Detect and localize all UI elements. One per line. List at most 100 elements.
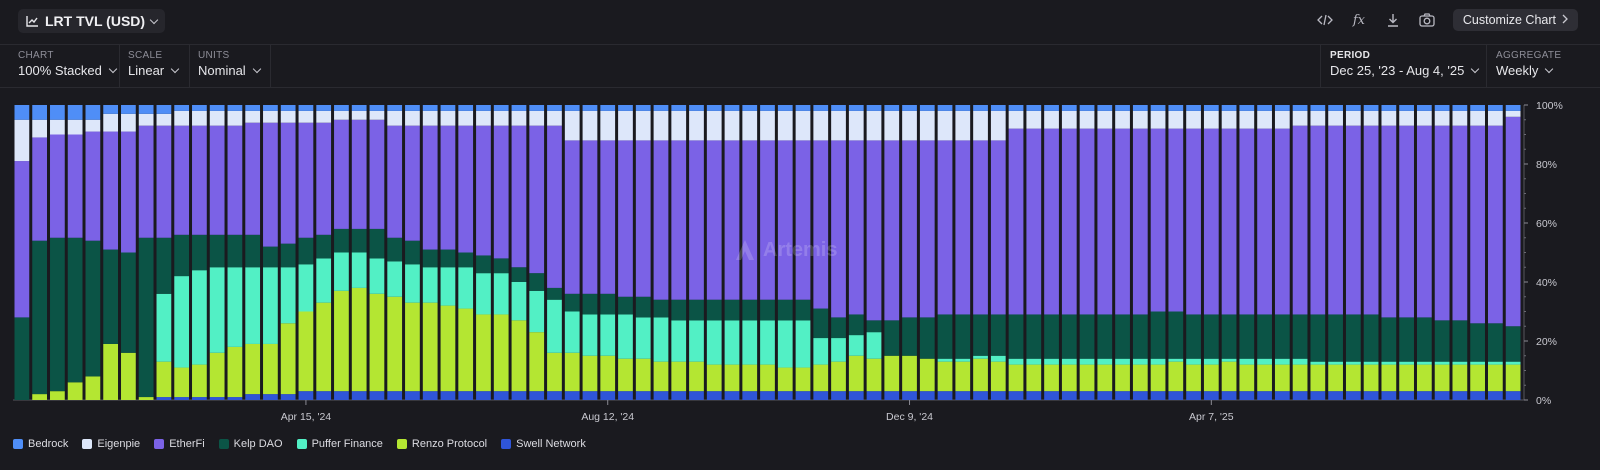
bar-segment-bedrock — [174, 105, 190, 111]
bar-segment-etherfi — [1434, 125, 1450, 321]
legend-swatch — [82, 439, 93, 449]
bar-segment-bedrock — [1381, 105, 1397, 111]
legend-item[interactable]: Bedrock — [13, 438, 68, 450]
y-tick-label: 40% — [1536, 277, 1557, 289]
bar-segment-kelp-dao — [1097, 314, 1113, 359]
bar-segment-etherfi — [955, 140, 971, 315]
legend-item[interactable]: Puffer Finance — [296, 438, 383, 450]
bar-segment-puffer-finance — [582, 314, 598, 356]
bar-segment-swell-network — [245, 394, 261, 400]
bar-segment-eigenpie — [1026, 110, 1042, 129]
bar-segment-renzo-protocol — [227, 346, 243, 398]
bar-segment-etherfi — [440, 125, 456, 250]
download-icon[interactable] — [1385, 12, 1401, 28]
bar-segment-puffer-finance — [1150, 358, 1166, 365]
bar-segment-kelp-dao — [1363, 314, 1379, 362]
formula-icon[interactable]: fx — [1352, 12, 1365, 28]
bar-segment-eigenpie — [706, 110, 722, 141]
bar-segment-bedrock — [529, 105, 545, 111]
aggregate-select[interactable]: AGGREGATE Weekly — [1496, 45, 1561, 87]
bar-segment-bedrock — [316, 105, 332, 111]
chart-title-dropdown[interactable]: LRT TVL (USD) — [18, 9, 166, 33]
bar-segment-swell-network — [777, 391, 793, 400]
legend-item[interactable]: Kelp DAO — [218, 438, 283, 450]
bar-segment-swell-network — [937, 391, 953, 400]
customize-chart-button[interactable]: Customize Chart — [1452, 9, 1578, 31]
bar-segment-bedrock — [1292, 105, 1308, 111]
bar-segment-renzo-protocol — [1203, 364, 1219, 392]
legend-swatch — [218, 439, 229, 449]
bar-segment-puffer-finance — [263, 267, 278, 344]
bar-segment-kelp-dao — [1274, 314, 1290, 359]
bar-segment-swell-network — [1150, 391, 1166, 400]
bar-segment-eigenpie — [1310, 110, 1326, 126]
bar-segment-eigenpie — [1239, 110, 1255, 129]
bar-segment-bedrock — [422, 105, 438, 111]
bar-segment-eigenpie — [618, 110, 633, 141]
bar-segment-renzo-protocol — [1452, 364, 1468, 392]
bar-segment-kelp-dao — [831, 317, 846, 339]
bar-segment-bedrock — [653, 105, 669, 111]
bar-segment-etherfi — [1345, 125, 1361, 315]
bar-segment-kelp-dao — [653, 299, 669, 318]
bar-segment-etherfi — [14, 161, 30, 318]
bar-segment-bedrock — [1008, 105, 1024, 111]
bar-segment-renzo-protocol — [795, 367, 811, 392]
chart-title: LRT TVL (USD) — [45, 13, 146, 29]
bar-segment-swell-network — [1008, 391, 1024, 400]
bar-segment-puffer-finance — [458, 267, 474, 309]
bar-segment-renzo-protocol — [564, 352, 580, 392]
code-embed-icon[interactable] — [1316, 12, 1333, 28]
camera-icon[interactable] — [1419, 12, 1435, 28]
bar-segment-puffer-finance — [1257, 358, 1272, 365]
units-select[interactable]: UNITS Nominal — [198, 45, 261, 87]
bar-segment-eigenpie — [831, 110, 846, 141]
bar-segment-bedrock — [85, 105, 101, 120]
bar-segment-kelp-dao — [280, 243, 296, 268]
chart-type-value: 100% Stacked — [18, 63, 102, 78]
legend-item[interactable]: Swell Network — [501, 438, 586, 450]
bar-segment-puffer-finance — [1186, 358, 1201, 365]
legend-item[interactable]: Eigenpie — [82, 438, 140, 450]
bar-segment-bedrock — [742, 105, 758, 111]
bar-segment-etherfi — [618, 140, 633, 297]
scale-select[interactable]: SCALE Linear — [128, 45, 180, 87]
bar-segment-puffer-finance — [1434, 361, 1450, 365]
bar-segment-etherfi — [1470, 125, 1485, 324]
bar-segment-swell-network — [440, 391, 456, 400]
bar-segment-renzo-protocol — [209, 352, 225, 398]
bar-segment-etherfi — [1363, 125, 1379, 315]
bar-segment-eigenpie — [1328, 110, 1343, 126]
bar-segment-kelp-dao — [458, 252, 474, 268]
bar-segment-swell-network — [1097, 391, 1113, 400]
legend-item[interactable]: Renzo Protocol — [396, 438, 487, 450]
bar-segment-eigenpie — [1044, 110, 1059, 129]
bar-segment-bedrock — [440, 105, 456, 111]
bar-segment-swell-network — [316, 391, 332, 400]
bar-segment-puffer-finance — [1363, 361, 1379, 365]
period-select[interactable]: PERIOD Dec 25, '23 - Aug 4, '25 — [1330, 45, 1480, 87]
bar-segment-kelp-dao — [298, 237, 314, 265]
bar-segment-etherfi — [1079, 128, 1095, 315]
bar-segment-bedrock — [334, 105, 349, 111]
bar-segment-puffer-finance — [1328, 361, 1343, 365]
bar-segment-etherfi — [67, 134, 83, 238]
stacked-bar-chart[interactable]: 0% 20% 40% 60% 80% 100% Apr 15, '24 Aug 12, '24… — [0, 95, 1600, 435]
bar-segment-eigenpie — [209, 110, 225, 126]
scale-label: SCALE — [128, 50, 163, 61]
chart-type-select[interactable]: CHART 100% Stacked — [18, 45, 118, 87]
bar-segment-swell-network — [1026, 391, 1042, 400]
legend-item[interactable]: EtherFi — [154, 438, 205, 450]
bar-segment-eigenpie — [529, 110, 545, 126]
bar-segment-swell-network — [334, 391, 349, 400]
bar-segment-puffer-finance — [1168, 358, 1184, 362]
bar-segment-kelp-dao — [564, 293, 580, 312]
bar-segment-puffer-finance — [156, 293, 172, 362]
divider — [119, 45, 120, 87]
bar-segment-swell-network — [813, 391, 829, 400]
bar-segment-etherfi — [316, 122, 332, 235]
bar-segment-swell-network — [1115, 391, 1130, 400]
bar-segment-eigenpie — [1150, 110, 1166, 129]
bar-segment-renzo-protocol — [280, 323, 296, 395]
bar-segment-renzo-protocol — [848, 355, 864, 392]
